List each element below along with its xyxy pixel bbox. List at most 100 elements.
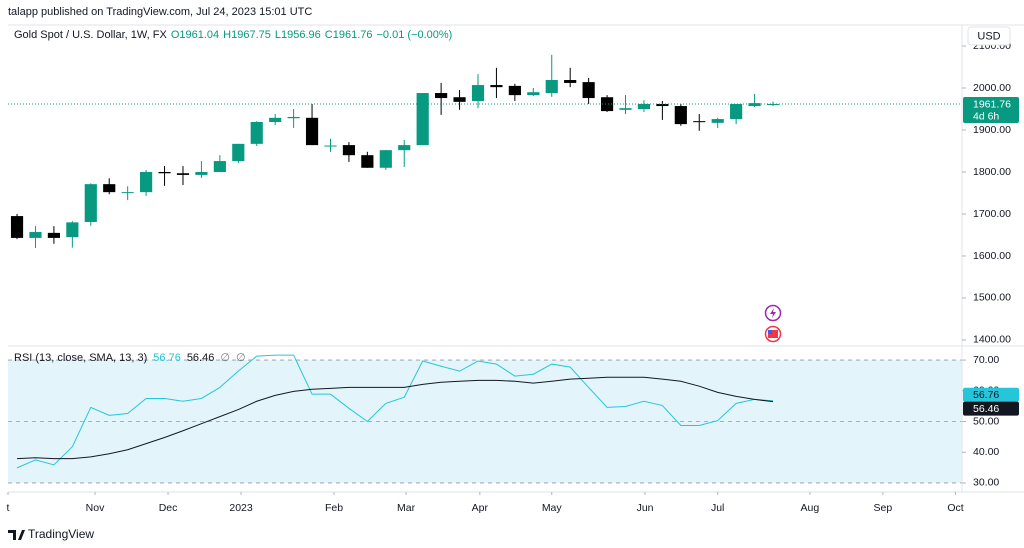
rsi-value-label: 56.46 (973, 403, 999, 415)
rsi-pane (16, 354, 774, 469)
logo-mark (8, 530, 25, 540)
legend-value: H1967.75 (223, 29, 271, 41)
candle-body (453, 97, 466, 102)
x-tick-label: Dec (159, 502, 178, 514)
footer-logo: TradingView (8, 527, 94, 541)
candle-body (342, 145, 356, 156)
candle-body (232, 143, 245, 162)
candle-body (158, 171, 171, 174)
rsi-value-tag (963, 401, 1019, 416)
candle-body (250, 122, 263, 144)
candle-body (305, 117, 319, 146)
x-tick-label: Feb (325, 502, 343, 514)
x-tick-label: Apr (472, 502, 489, 514)
candle-body (730, 103, 743, 120)
candle-body (711, 119, 724, 123)
currency-label: USD (977, 30, 1000, 42)
header: talapp published on TradingView.com, Jul… (8, 6, 312, 18)
candle-body (398, 145, 411, 151)
candle-body (84, 184, 97, 222)
last-price-tag (963, 97, 1019, 124)
candle-body (10, 216, 24, 238)
x-tick-label: Mar (397, 502, 416, 514)
candle-body (66, 222, 79, 238)
y-tick-label: 2000.00 (973, 82, 1011, 94)
candle-body (121, 192, 134, 194)
candle-body (490, 85, 503, 88)
candle-body (693, 121, 706, 123)
y-tick-label: 1800.00 (973, 166, 1011, 178)
candle-body (47, 232, 60, 238)
x-tick-label: t (7, 502, 10, 514)
rsi-tick-label: 40.00 (973, 446, 999, 458)
candle-body (600, 97, 614, 112)
y-tick-label: 1500.00 (973, 292, 1011, 304)
price-legend: Gold Spot / U.S. Dollar, 1W, FX O1961.04 H… (14, 29, 452, 41)
axes: 2100.002000.001900.001800.001700.001600.… (7, 40, 1019, 514)
candle-body (213, 161, 226, 172)
candle-body (103, 184, 116, 193)
candle-body (287, 116, 300, 119)
x-tick-label: Sep (874, 502, 893, 514)
legend-value: 56.46 (187, 352, 215, 364)
candle-body (564, 80, 577, 83)
rsi-value-label: 56.76 (973, 389, 999, 401)
rsi-line (16, 354, 774, 469)
x-tick-label: May (542, 502, 563, 514)
candle-body (29, 232, 42, 238)
lightning-icon (770, 308, 776, 318)
x-tick-label: Oct (947, 502, 963, 514)
x-tick-label: Nov (86, 502, 105, 514)
legend-title: RSI (13, close, SMA, 13, 3) (14, 352, 147, 364)
footer-text: TradingView (28, 527, 94, 541)
legend-value: L1956.96 (275, 29, 321, 41)
candle-body (379, 150, 392, 168)
candle-body (545, 80, 558, 94)
currency-button[interactable] (967, 26, 1011, 46)
rsi-legend: RSI (13, close, SMA, 13, 3) 56.76 56.46 ∅ ∅ (14, 352, 246, 364)
candle-body (269, 117, 282, 123)
x-tick-label: Jul (711, 502, 724, 514)
candle-body (674, 106, 687, 125)
candle-body (619, 108, 632, 110)
rsi-line (17, 376, 774, 460)
candle-body (176, 173, 190, 175)
legend-value: C1961.76 (325, 29, 373, 41)
y-tick-label: 1400.00 (973, 334, 1011, 346)
candle-body (195, 171, 208, 175)
candle-body (656, 103, 669, 107)
rsi-value-tag (963, 387, 1019, 402)
candle-body (471, 85, 485, 102)
x-tick-label: 2023 (229, 502, 253, 514)
candle-body (324, 145, 337, 147)
rsi-tick-label: 30.00 (973, 477, 999, 489)
price-pane (8, 54, 962, 248)
legend-value: 56.76 (153, 352, 181, 364)
legend-extra: ∅ (220, 352, 230, 364)
candle-body (582, 82, 595, 99)
legend-value: −0.01 (−0.00%) (377, 29, 453, 41)
legend-extra: ∅ (236, 352, 246, 364)
rsi-tick-label: 50.00 (973, 415, 999, 427)
flag-icon (768, 330, 778, 338)
last-price-label: 1961.76 (973, 98, 1011, 110)
x-tick-label: Jun (637, 502, 654, 514)
candle-body (527, 92, 540, 96)
flag-canton (768, 330, 772, 334)
legend-value: O1961.04 (171, 29, 219, 41)
x-tick-label: Aug (801, 502, 820, 514)
rsi-background (8, 359, 962, 484)
rsi-tick-label: 70.00 (973, 354, 999, 366)
countdown-label: 4d 6h (973, 110, 999, 122)
y-tick-label: 1600.00 (973, 250, 1011, 262)
candle-body (637, 103, 651, 109)
y-tick-label: 1700.00 (973, 208, 1011, 220)
candle-body (361, 155, 374, 168)
candle-body (140, 171, 153, 193)
candle-body (416, 93, 429, 146)
candle-body (748, 103, 761, 107)
candle-body (435, 93, 448, 99)
y-tick-label: 1900.00 (973, 124, 1011, 136)
candle-body (508, 85, 521, 96)
